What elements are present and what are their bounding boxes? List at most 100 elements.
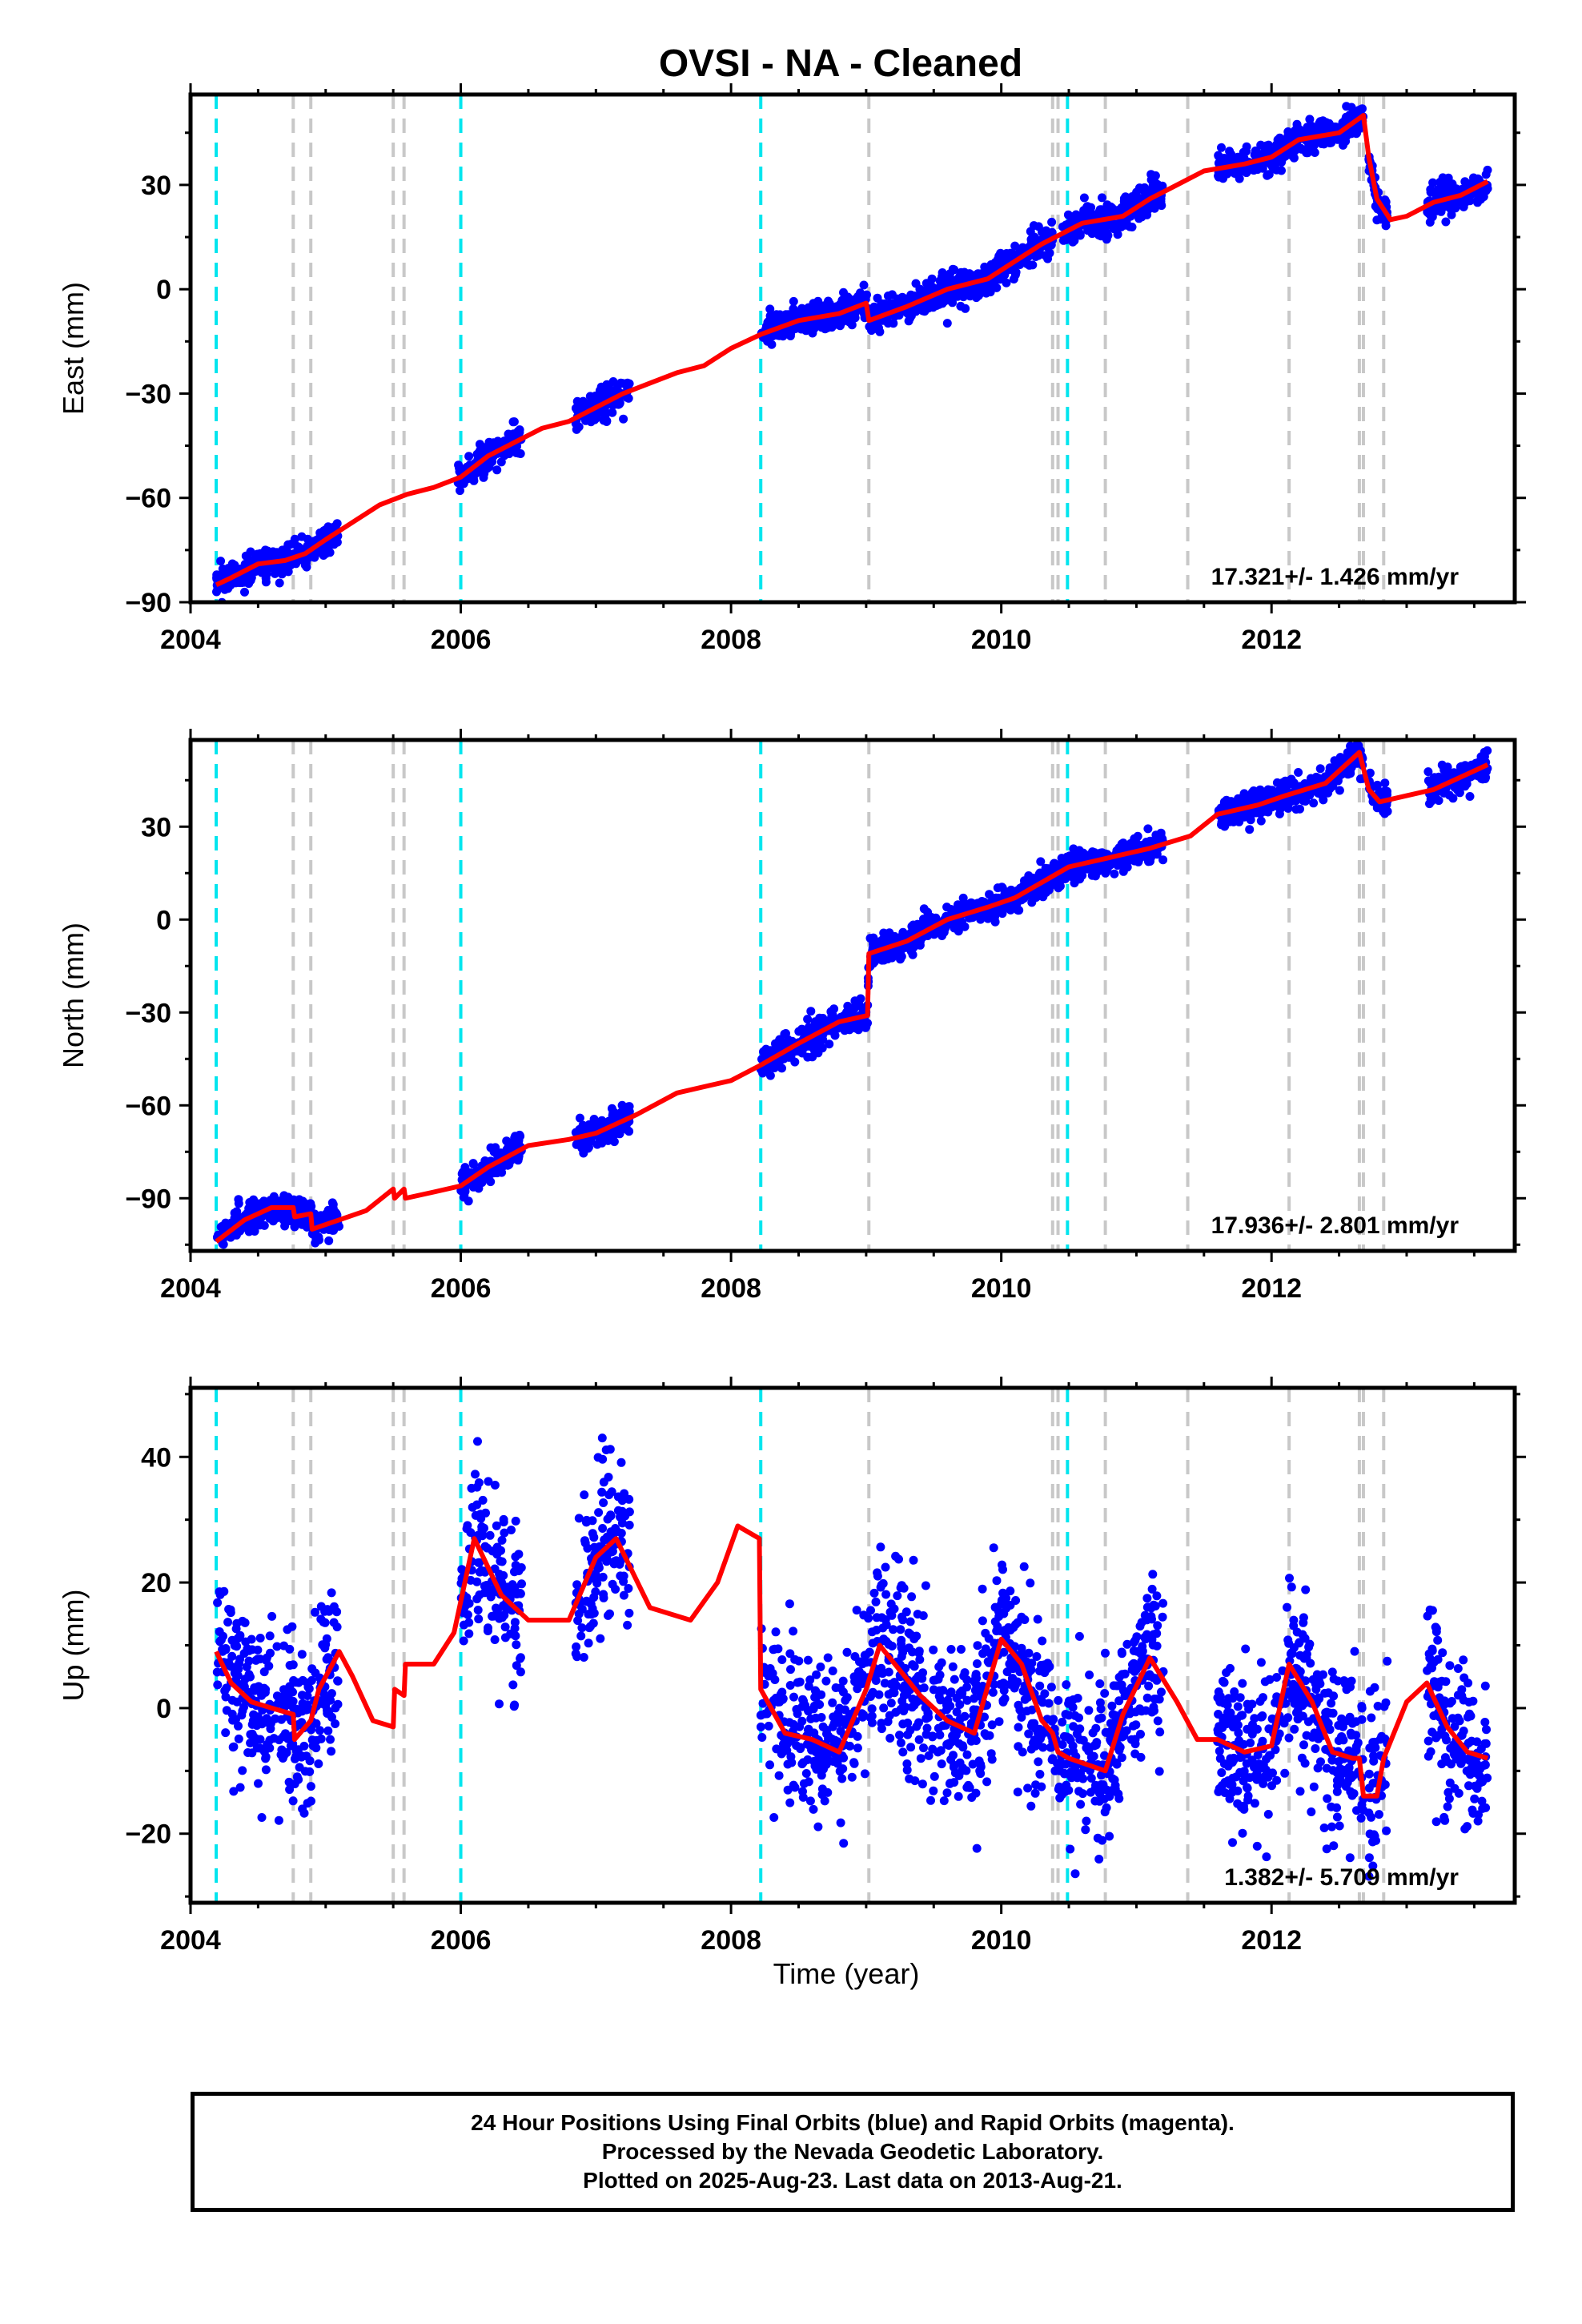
data-point — [765, 304, 775, 314]
data-point — [576, 1631, 586, 1641]
data-point — [919, 904, 929, 914]
data-point — [259, 1199, 268, 1208]
data-point — [231, 1715, 240, 1724]
data-point — [841, 1025, 850, 1034]
data-point — [1381, 221, 1391, 231]
data-point — [600, 411, 610, 420]
data-point — [616, 378, 625, 388]
data-point — [235, 1655, 245, 1664]
y-axis-title: North (mm) — [57, 923, 90, 1068]
data-point — [483, 1626, 492, 1635]
data-point — [1029, 221, 1038, 231]
data-point — [213, 584, 223, 593]
data-point — [1427, 187, 1437, 196]
data-point — [597, 1433, 607, 1443]
data-point — [624, 1494, 634, 1504]
data-point — [1299, 796, 1308, 806]
data-point — [572, 396, 582, 406]
data-point — [1102, 200, 1112, 210]
data-point — [290, 1779, 299, 1789]
data-point — [496, 457, 506, 467]
data-point — [459, 1192, 468, 1202]
data-point — [279, 1191, 289, 1200]
data-point — [265, 1631, 275, 1641]
data-point — [1010, 270, 1020, 279]
data-point — [1121, 192, 1130, 202]
data-point — [942, 903, 952, 912]
data-point — [500, 1528, 509, 1538]
data-point — [1147, 200, 1157, 210]
data-point — [314, 1759, 323, 1768]
data-point — [765, 311, 775, 320]
data-point — [1277, 166, 1286, 175]
data-point — [776, 316, 785, 326]
data-point — [511, 1552, 520, 1562]
data-point — [238, 1766, 247, 1775]
data-point — [495, 1570, 504, 1578]
data-point — [1063, 210, 1073, 219]
data-point — [1227, 150, 1236, 159]
data-point — [597, 1487, 607, 1497]
data-point — [1158, 834, 1167, 843]
data-point — [1380, 778, 1390, 788]
data-point — [275, 578, 284, 588]
data-point — [1265, 159, 1275, 168]
data-point — [1303, 123, 1312, 132]
data-point — [246, 1220, 255, 1229]
data-point — [305, 1756, 315, 1766]
data-point — [221, 1218, 231, 1228]
data-point — [464, 452, 474, 461]
data-point — [1287, 147, 1297, 157]
data-point — [516, 1589, 525, 1598]
data-point — [218, 1239, 227, 1248]
data-point — [303, 1683, 313, 1692]
data-point — [215, 1627, 224, 1636]
data-point — [574, 1514, 584, 1523]
data-point — [511, 1132, 520, 1141]
data-point — [231, 1663, 240, 1672]
data-point — [580, 1490, 589, 1500]
y-tick-label: 0 — [156, 905, 171, 935]
data-point — [318, 1640, 327, 1650]
data-point — [599, 1498, 608, 1507]
data-point — [588, 1516, 597, 1526]
data-point — [1009, 250, 1018, 259]
data-point — [285, 1785, 295, 1795]
data-point — [1028, 873, 1038, 883]
data-point — [853, 1025, 863, 1035]
data-point — [266, 1196, 275, 1205]
data-point — [1443, 181, 1452, 191]
data-point — [328, 1200, 338, 1209]
data-point — [490, 1481, 500, 1490]
data-point — [222, 583, 231, 593]
x-tick-label: 2006 — [431, 625, 492, 655]
data-point — [1315, 764, 1325, 774]
data-point — [966, 899, 974, 909]
data-point — [1294, 768, 1303, 777]
data-point — [602, 1532, 612, 1542]
data-point — [1441, 217, 1451, 227]
data-point — [241, 1637, 251, 1647]
data-point — [303, 1700, 312, 1710]
data-point — [572, 1642, 581, 1651]
data-point — [1113, 230, 1122, 239]
data-point — [1133, 831, 1142, 841]
data-point — [220, 1686, 230, 1695]
data-point — [598, 1572, 608, 1582]
data-point — [915, 937, 925, 947]
data-point — [476, 443, 486, 452]
data-point — [480, 1588, 489, 1598]
data-point — [870, 322, 879, 332]
data-point — [926, 913, 936, 922]
data-point — [229, 1787, 239, 1796]
data-point — [1006, 885, 1016, 895]
data-point — [231, 1624, 241, 1634]
data-point — [257, 1813, 267, 1822]
data-point — [241, 577, 250, 587]
data-point — [1339, 754, 1348, 764]
data-point — [624, 1127, 634, 1136]
data-point — [993, 883, 1002, 893]
data-point — [1471, 176, 1480, 186]
data-point — [243, 1748, 253, 1757]
